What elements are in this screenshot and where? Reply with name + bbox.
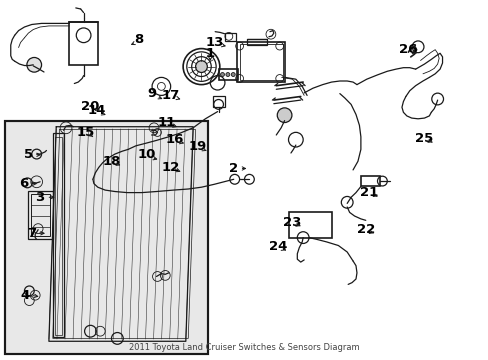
- Text: 22: 22: [356, 223, 374, 236]
- Text: 18: 18: [102, 155, 121, 168]
- Bar: [69, 22, 98, 65]
- Bar: [246, 39, 266, 45]
- Bar: [5, 121, 207, 354]
- Bar: [5, 121, 207, 354]
- Text: 11: 11: [157, 116, 175, 129]
- Circle shape: [195, 61, 207, 72]
- Text: 9: 9: [147, 87, 156, 100]
- Text: 20: 20: [81, 100, 100, 113]
- Text: 10: 10: [137, 148, 156, 161]
- Text: 12: 12: [162, 161, 180, 174]
- Text: 5: 5: [24, 148, 33, 161]
- Bar: [288, 212, 331, 238]
- Text: 2: 2: [229, 162, 238, 175]
- Bar: [53, 133, 63, 337]
- Text: 6: 6: [19, 177, 28, 190]
- Circle shape: [27, 58, 41, 72]
- Circle shape: [225, 73, 229, 76]
- Text: 8: 8: [135, 33, 143, 46]
- Text: 13: 13: [205, 36, 224, 49]
- Bar: [239, 44, 282, 80]
- Bar: [237, 42, 285, 82]
- Text: 26: 26: [398, 43, 417, 56]
- Circle shape: [277, 108, 291, 122]
- Text: 15: 15: [76, 126, 95, 139]
- Bar: [28, 191, 53, 239]
- Text: 4: 4: [21, 289, 30, 302]
- Text: 1: 1: [205, 47, 214, 60]
- Text: 7: 7: [27, 227, 36, 240]
- Circle shape: [220, 73, 224, 76]
- Text: 14: 14: [87, 104, 106, 117]
- Bar: [55, 137, 61, 335]
- Bar: [219, 69, 237, 80]
- Text: 17: 17: [162, 89, 180, 102]
- Text: 25: 25: [414, 132, 433, 145]
- Bar: [212, 96, 224, 107]
- Text: 23: 23: [283, 216, 301, 229]
- Text: 24: 24: [268, 240, 286, 253]
- Bar: [31, 194, 50, 236]
- Text: 19: 19: [188, 140, 207, 153]
- Bar: [360, 176, 380, 186]
- Text: 3: 3: [36, 191, 44, 204]
- Text: 16: 16: [165, 133, 184, 146]
- Text: 21: 21: [359, 186, 378, 199]
- Text: 2011 Toyota Land Cruiser Switches & Sensors Diagram: 2011 Toyota Land Cruiser Switches & Sens…: [129, 343, 359, 352]
- Bar: [224, 33, 235, 41]
- Circle shape: [231, 73, 235, 76]
